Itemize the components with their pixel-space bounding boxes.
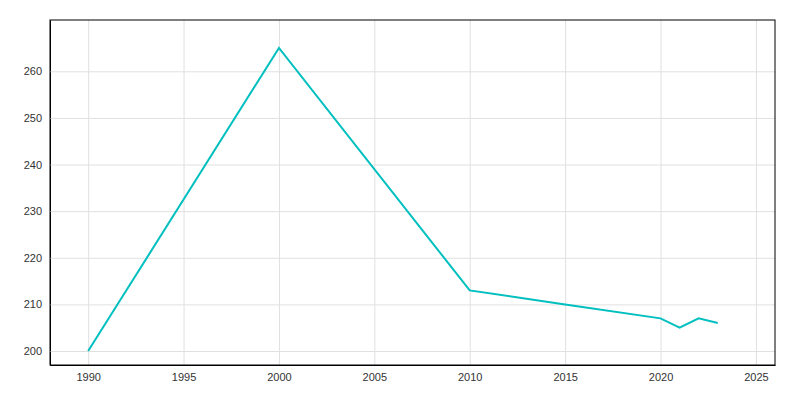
y-grid-line (50, 351, 775, 352)
y-grid-line (50, 71, 775, 72)
x-tick: 1995 (172, 20, 196, 383)
y-tick: 260 (24, 65, 775, 77)
y-tick: 210 (24, 298, 775, 310)
data-line (88, 48, 718, 351)
plot-frame (50, 20, 775, 365)
y-tick: 220 (24, 252, 775, 264)
plot-area: 1990 1995 2000 2005 2010 2015 2020 2025 200 210 22… (24, 20, 776, 383)
x-tick-label: 2000 (267, 371, 291, 383)
y-tick-label: 250 (24, 112, 42, 124)
y-grid-line (50, 304, 775, 305)
marks (88, 48, 718, 351)
x-tick-label: 2015 (553, 371, 577, 383)
y-tick: 230 (24, 205, 775, 217)
x-tick: 2010 (458, 20, 482, 383)
y-grid-line (50, 165, 775, 166)
x-tick-label: 2025 (744, 371, 768, 383)
y-tick-label: 200 (24, 345, 42, 357)
chart-svg: 1990 1995 2000 2005 2010 2015 2020 2025 200 210 22… (0, 0, 800, 400)
y-tick: 250 (24, 112, 775, 124)
x-tick: 2000 (267, 20, 291, 383)
y-tick-label: 260 (24, 65, 42, 77)
y-tick-label: 230 (24, 205, 42, 217)
x-tick-label: 2010 (458, 371, 482, 383)
x-axis: 1990 1995 2000 2005 2010 2015 2020 2025 (51, 20, 776, 383)
x-tick-label: 2005 (363, 371, 387, 383)
y-grid-line (50, 211, 775, 212)
y-tick-label: 210 (24, 298, 42, 310)
x-tick-label: 1995 (172, 371, 196, 383)
x-tick: 1990 (76, 20, 100, 383)
x-tick: 2015 (553, 20, 577, 383)
y-tick-label: 220 (24, 252, 42, 264)
x-tick: 2005 (363, 20, 387, 383)
y-tick: 240 (24, 159, 775, 171)
x-tick: 2020 (649, 20, 673, 383)
x-tick-label: 2020 (649, 371, 673, 383)
x-tick-label: 1990 (76, 371, 100, 383)
y-tick: 200 (24, 345, 775, 357)
y-grid-line (50, 258, 775, 259)
x-tick: 2025 (744, 20, 768, 383)
chart-container: 1990 1995 2000 2005 2010 2015 2020 2025 200 210 22… (0, 0, 800, 400)
y-grid-line (50, 118, 775, 119)
y-axis: 200 210 220 230 240 250 260 (24, 21, 775, 366)
y-tick-label: 240 (24, 159, 42, 171)
